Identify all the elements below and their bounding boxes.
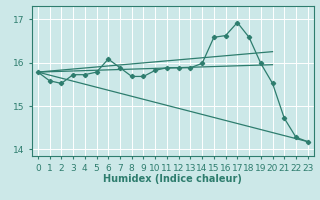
X-axis label: Humidex (Indice chaleur): Humidex (Indice chaleur) bbox=[103, 174, 242, 184]
